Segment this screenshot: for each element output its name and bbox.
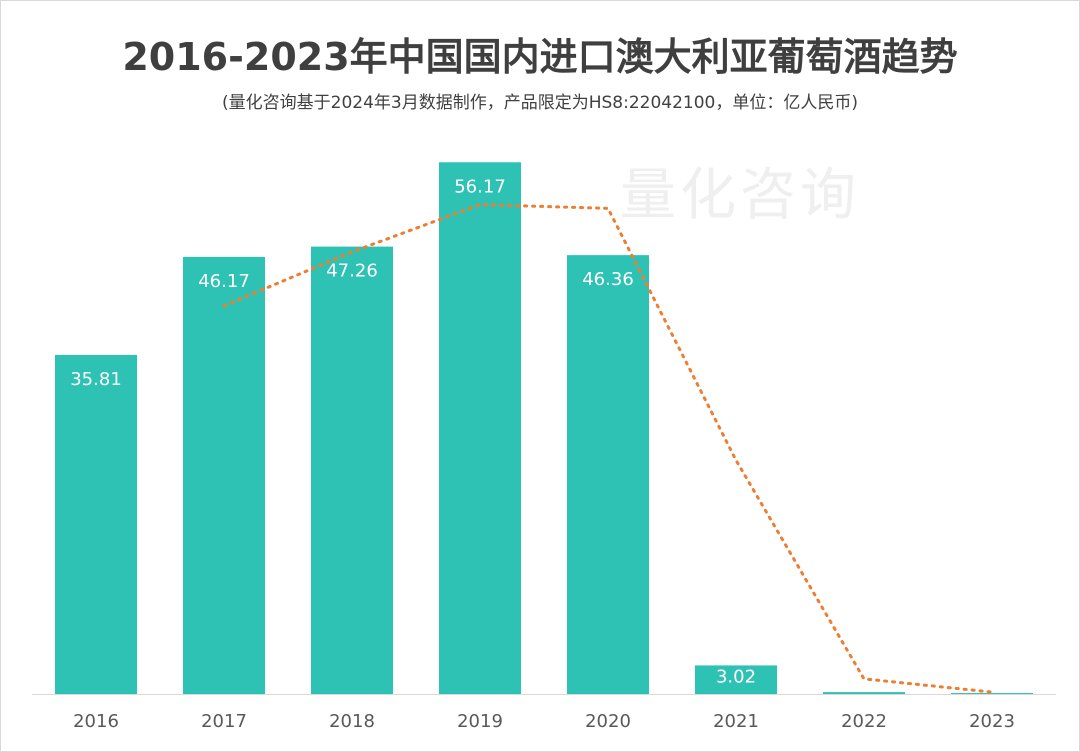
bar-2016 — [55, 354, 137, 694]
chart-title: 2016-2023年中国国内进口澳大利亚葡萄酒趋势 — [122, 35, 958, 79]
x-tick-label: 2022 — [841, 711, 887, 732]
x-tick-label: 2018 — [329, 711, 375, 732]
bar-2021 — [695, 665, 777, 694]
bars-group — [55, 162, 1033, 695]
watermark: 量化咨询 — [620, 163, 860, 228]
x-tick-labels-group: 2016 2017 2018 2019 2020 2021 2022 2023 — [73, 711, 1015, 732]
x-tick-label: 2020 — [585, 711, 631, 732]
bar-value-label: 56.17 — [454, 176, 506, 197]
bar-labels-group: 35.81 46.17 47.26 56.17 46.36 3.02 — [70, 176, 756, 687]
bar-value-label: 47.26 — [326, 261, 378, 282]
bar-value-label: 35.81 — [70, 369, 122, 390]
bar-value-label: 46.17 — [198, 271, 250, 292]
x-tick-label: 2017 — [201, 711, 247, 732]
bar-2020 — [567, 255, 649, 694]
x-tick-label: 2021 — [713, 711, 759, 732]
bar-2022 — [823, 692, 905, 694]
bar-2017 — [183, 256, 265, 694]
bar-2023 — [951, 693, 1033, 695]
x-tick-label: 2023 — [969, 711, 1015, 732]
bar-2019 — [439, 162, 521, 695]
bar-2018 — [311, 246, 393, 694]
chart-subtitle: (量化咨询基于2024年3月数据制作，产品限定为HS8:22042100，单位：… — [222, 93, 858, 113]
bar-value-label: 3.02 — [716, 666, 756, 687]
x-tick-label: 2019 — [457, 711, 503, 732]
x-tick-label: 2016 — [73, 711, 119, 732]
bar-value-label: 46.36 — [582, 269, 634, 290]
trend-line — [222, 203, 994, 694]
